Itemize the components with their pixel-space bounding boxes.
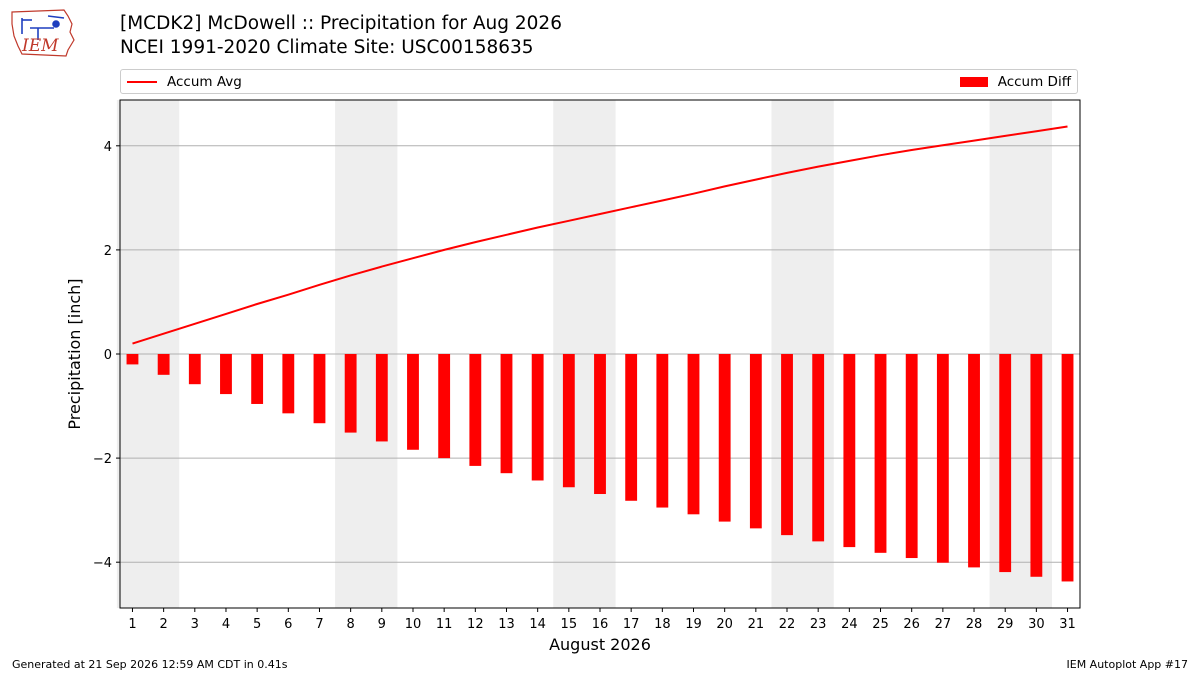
x-tick-label: 19 [685,617,702,632]
y-axis-ticks: 4 2 0 −2 −4 [93,140,120,571]
bar-accum-diff-day-3 [188,354,201,385]
accum-diff-bars [126,354,1074,582]
chart-legend: Accum Avg Accum Diff [120,69,1078,94]
bar-accum-diff-day-30 [1030,354,1043,577]
legend-item-accum-diff: Accum Diff [959,70,1071,93]
bar-accum-diff-day-5 [251,354,264,404]
x-tick-label: 17 [623,617,640,632]
bar-accum-diff-day-1 [126,354,139,365]
bar-accum-diff-day-7 [313,354,326,424]
x-tick-label: 25 [872,617,889,632]
x-tick-label: 5 [253,617,261,632]
accum-avg-line [132,125,1068,345]
bar-accum-diff-day-17 [625,354,638,501]
x-axis-label: August 2026 [549,635,651,654]
x-tick-label: 14 [529,617,546,632]
x-tick-label: 11 [436,617,453,632]
x-tick-label: 23 [810,617,827,632]
x-axis-ticks: 1 2 3 4 5 6 7 8 9 10 11 12 13 14 15 16 17 18 19 20 21 22 23 24 2… [128,608,1076,632]
chart-title-line1: [MCDK2] McDowell :: Precipitation for Au… [120,13,562,34]
bar-accum-diff-day-25 [874,354,887,553]
bar-accum-diff-day-27 [936,354,949,563]
x-tick-label: 21 [748,617,765,632]
bar-accum-diff-day-19 [687,354,700,515]
legend-label-accum-diff: Accum Diff [997,73,1071,90]
x-tick-label: 9 [378,617,386,632]
legend-line-swatch [127,80,157,83]
bar-accum-diff-day-10 [407,354,419,450]
chart-title: [MCDK2] McDowell :: Precipitation for Au… [120,12,562,60]
x-tick-label: 15 [561,617,578,632]
bar-accum-diff-day-11 [438,354,451,459]
y-tick-label: 4 [104,140,112,155]
bar-accum-diff-day-22 [781,354,793,536]
x-tick-label: 3 [191,617,199,632]
bar-accum-diff-day-16 [594,354,606,495]
x-tick-label: 22 [779,617,796,632]
x-tick-label: 1 [128,617,136,632]
x-tick-label: 10 [405,617,422,632]
x-tick-label: 27 [935,617,952,632]
x-tick-label: 29 [997,617,1014,632]
x-tick-label: 28 [966,617,983,632]
bar-accum-diff-day-4 [220,354,232,395]
iem-logo: IEM [11,9,75,57]
legend-bar-swatch [959,76,988,87]
x-tick-label: 6 [284,617,292,632]
chart-title-line2: NCEI 1991-2020 Climate Site: USC00158635 [120,37,534,58]
bar-accum-diff-day-18 [656,354,669,508]
bar-accum-diff-day-2 [157,354,170,375]
bar-accum-diff-day-9 [375,354,388,442]
y-axis-label: Precipitation [inch] [65,278,84,429]
bar-accum-diff-day-23 [812,354,825,542]
x-tick-label: 31 [1059,617,1076,632]
x-tick-label: 24 [841,617,858,632]
x-tick-label: 18 [654,617,671,632]
bar-accum-diff-day-12 [469,354,482,466]
bar-accum-diff-day-15 [562,354,575,488]
legend-label-accum-avg: Accum Avg [167,73,242,90]
x-tick-label: 4 [222,617,230,632]
x-tick-label: 12 [467,617,484,632]
x-tick-label: 30 [1028,617,1045,632]
footer-app-label: IEM Autoplot App #17 [1066,658,1189,671]
y-tick-label: 2 [104,244,112,259]
x-tick-label: 16 [592,617,609,632]
y-tick-label: 0 [104,348,112,363]
bar-accum-diff-day-31 [1061,354,1074,582]
y-tick-label: −2 [93,452,112,467]
bar-accum-diff-day-20 [718,354,731,522]
bar-accum-diff-day-8 [344,354,357,433]
bar-accum-diff-day-13 [500,354,513,474]
x-tick-label: 8 [347,617,355,632]
x-tick-label: 26 [903,617,920,632]
bar-accum-diff-day-28 [968,354,980,568]
legend-item-accum-avg: Accum Avg [127,70,242,93]
bar-accum-diff-day-6 [282,354,295,414]
logo-text: IEM [21,36,59,56]
x-tick-label: 7 [315,617,323,632]
x-tick-label: 13 [498,617,515,632]
bar-accum-diff-day-26 [905,354,918,559]
iowa-state-outline-icon [11,9,75,57]
bar-accum-diff-day-29 [999,354,1012,573]
bar-accum-diff-day-14 [531,354,544,481]
x-tick-label: 20 [716,617,733,632]
accum-avg-line-group [132,125,1068,345]
y-tick-label: −4 [93,556,112,571]
weather-station-icon [21,15,65,40]
footer-generated-text: Generated at 21 Sep 2026 12:59 AM CDT in… [12,658,288,671]
x-tick-label: 2 [159,617,167,632]
bar-accum-diff-day-21 [749,354,762,529]
bar-accum-diff-day-24 [843,354,856,548]
